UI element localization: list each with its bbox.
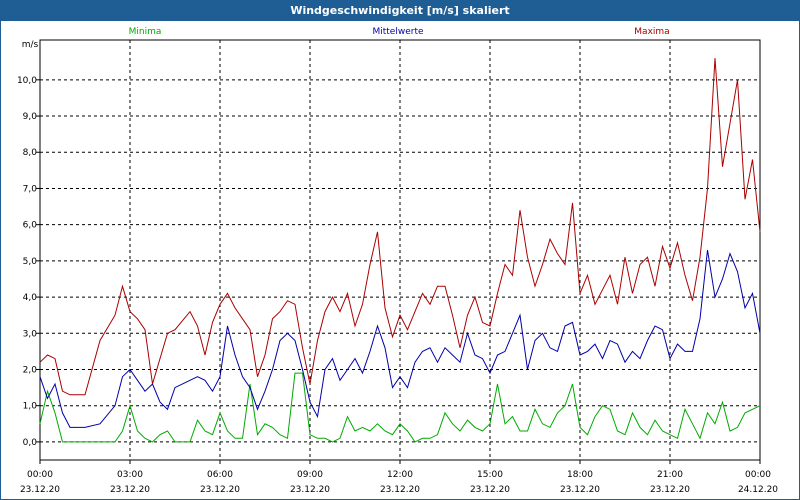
x-tick-date: 23.12.20 bbox=[110, 485, 150, 495]
x-tick-time: 18:00 bbox=[567, 470, 593, 480]
series-lines bbox=[39, 58, 761, 443]
y-tick-label: 8,0 bbox=[23, 148, 38, 158]
x-tick-time: 15:00 bbox=[477, 470, 503, 480]
y-tick-label: 7,0 bbox=[23, 184, 38, 194]
x-tick-date: 23.12.20 bbox=[650, 485, 690, 495]
legend-entry-mittelwerte: Mittelwerte bbox=[372, 27, 423, 37]
x-tick-time: 00:00 bbox=[27, 470, 53, 480]
x-tick-time: 12:00 bbox=[387, 470, 413, 480]
y-tick-label: 6,0 bbox=[23, 221, 38, 231]
grid bbox=[40, 40, 760, 460]
y-tick-label: 2,0 bbox=[23, 365, 38, 375]
x-tick-date: 23.12.20 bbox=[20, 485, 60, 495]
x-tick-time: 00:00 bbox=[745, 470, 771, 480]
x-tick-time: 06:00 bbox=[207, 470, 233, 480]
x-tick-date: 23.12.20 bbox=[470, 485, 510, 495]
x-tick-date: 23.12.20 bbox=[290, 485, 330, 495]
legend-entry-maxima: Maxima bbox=[634, 27, 669, 37]
y-tick-label: 9,0 bbox=[23, 112, 38, 122]
x-tick-time: 21:00 bbox=[657, 470, 683, 480]
y-tick-label: 1,0 bbox=[23, 402, 38, 412]
legend-entry-minima: Minima bbox=[129, 27, 162, 37]
series-line-mittelwerte bbox=[39, 249, 761, 428]
y-tick-label: 0,0 bbox=[23, 438, 38, 448]
legend: Minima Mittelwerte Maxima bbox=[129, 27, 670, 37]
x-tick-date: 24.12.20 bbox=[738, 485, 778, 495]
y-ticks: 0,0 1,0 2,0 3,0 4,0 5,0 6,0 7,0 8,0 9,0 10,0 bbox=[17, 76, 40, 448]
x-tick-time: 03:00 bbox=[117, 470, 143, 480]
x-ticks: 00:00 23.12.20 03:00 23.12.20 06:00 23.12.20 0… bbox=[20, 460, 778, 495]
chart-title: Windgeschwindigkeit [m/s] skaliert bbox=[1, 1, 799, 21]
y-tick-label: 10,0 bbox=[17, 76, 37, 86]
y-tick-label: 5,0 bbox=[23, 257, 38, 267]
x-tick-date: 23.12.20 bbox=[380, 485, 420, 495]
x-tick-date: 23.12.20 bbox=[560, 485, 600, 495]
x-tick-date: 23.12.20 bbox=[200, 485, 240, 495]
series-line-maxima bbox=[39, 58, 761, 396]
y-axis-label: m/s bbox=[22, 40, 39, 50]
y-tick-label: 4,0 bbox=[23, 293, 38, 303]
series-line-minima bbox=[39, 372, 761, 443]
x-tick-time: 09:00 bbox=[297, 470, 323, 480]
y-tick-label: 3,0 bbox=[23, 329, 38, 339]
